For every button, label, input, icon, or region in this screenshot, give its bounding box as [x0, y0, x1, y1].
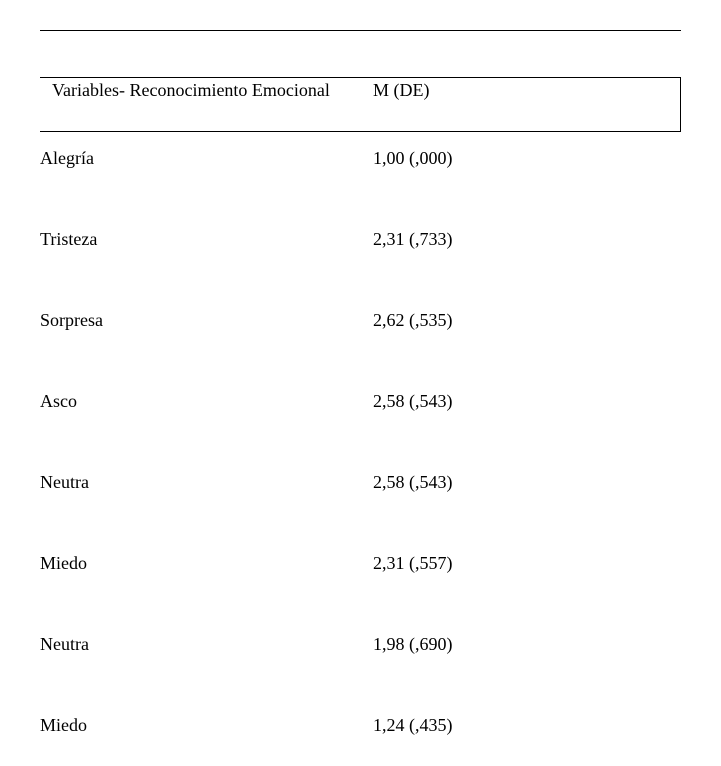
cell-value: 2,58 (,543) — [373, 442, 680, 523]
stats-table: Variables- Reconocimiento Emocional M (D… — [40, 77, 681, 766]
cell-variable: Miedo — [40, 523, 373, 604]
cell-variable: Neutra — [40, 604, 373, 685]
table-row: Tristeza 2,31 (,733) — [40, 199, 681, 280]
table-row: Asco 2,58 (,543) — [40, 361, 681, 442]
table-row: Miedo 2,31 (,557) — [40, 523, 681, 604]
table-row: Neutra 2,58 (,543) — [40, 442, 681, 523]
cell-variable: Tristeza — [40, 199, 373, 280]
cell-value: 1,00 (,000) — [373, 132, 680, 200]
cell-variable: Alegría — [40, 132, 373, 200]
cell-variable: Asco — [40, 361, 373, 442]
top-rule — [40, 30, 681, 31]
cell-value: 2,31 (,557) — [373, 523, 680, 604]
cell-value: 1,24 (,435) — [373, 685, 680, 766]
cell-variable: Sorpresa — [40, 280, 373, 361]
table-header-row: Variables- Reconocimiento Emocional M (D… — [40, 78, 681, 132]
cell-value: 2,62 (,535) — [373, 280, 680, 361]
header-stats: M (DE) — [373, 78, 680, 132]
table-row: Alegría 1,00 (,000) — [40, 132, 681, 200]
cell-value: 2,58 (,543) — [373, 361, 680, 442]
table-row: Miedo 1,24 (,435) — [40, 685, 681, 766]
cell-variable: Miedo — [40, 685, 373, 766]
table-row: Sorpresa 2,62 (,535) — [40, 280, 681, 361]
page: Variables- Reconocimiento Emocional M (D… — [0, 0, 721, 721]
table-row: Neutra 1,98 (,690) — [40, 604, 681, 685]
header-variables: Variables- Reconocimiento Emocional — [40, 78, 373, 132]
cell-variable: Neutra — [40, 442, 373, 523]
cell-value: 2,31 (,733) — [373, 199, 680, 280]
cell-value: 1,98 (,690) — [373, 604, 680, 685]
